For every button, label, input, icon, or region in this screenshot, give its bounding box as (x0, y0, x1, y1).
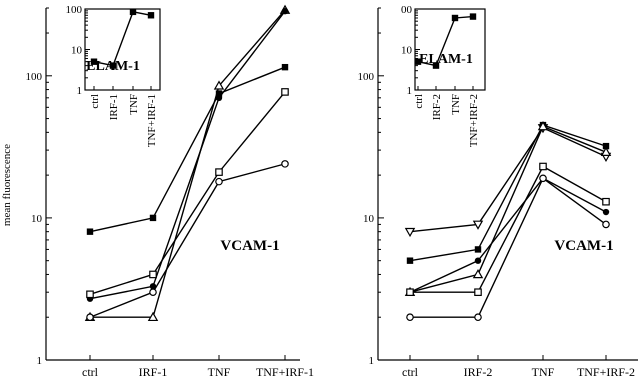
inset-frame (414, 8, 486, 91)
inset-data-point (451, 14, 459, 22)
inset-data-point (109, 62, 117, 69)
series-line-5 (410, 165, 607, 293)
series-line-1 (409, 127, 607, 233)
inset-y-tick-label: 10 (71, 45, 83, 57)
data-point (472, 220, 484, 230)
data-point (86, 313, 94, 322)
inset-annotation: ELAM-1 (419, 52, 473, 67)
data-point (600, 146, 612, 156)
data-point (215, 94, 223, 102)
y-tick-label: 10 (31, 213, 43, 225)
inset-x-tick-label: TNF (128, 94, 140, 115)
inset-y-tick-label: 10 (401, 45, 413, 57)
data-point (406, 288, 414, 297)
inset-chart: 1 10 00 ctrl IRF-2 TNF TNF+IRF-2 ELAM-1 (401, 4, 486, 147)
data-point (281, 88, 289, 96)
inset-data-point (147, 12, 155, 19)
series-line-3 (409, 125, 607, 293)
inset-x-tick-label: TNF (450, 94, 462, 115)
data-point (215, 168, 223, 176)
series-line-4 (409, 177, 607, 293)
data-point (602, 142, 610, 150)
series-line-1 (89, 66, 286, 233)
y-tick-label: 1 (369, 355, 375, 367)
inset-data-point (414, 58, 422, 65)
inset-y-tick-label: 1 (77, 85, 83, 97)
x-tick-label: TNF+IRF-2 (577, 365, 635, 379)
data-point (86, 290, 94, 299)
inset-x-tick-label: IRF-2 (431, 94, 443, 120)
inset-y-tick-label: 100 (66, 4, 83, 16)
data-point (474, 257, 482, 264)
y-tick-label: 100 (358, 71, 375, 83)
inset-x-tick-label: ctrl (89, 94, 101, 109)
inset-x-tick-label: ctrl (413, 94, 425, 109)
inset-series-line (417, 15, 474, 67)
panel-annotation: VCAM-1 (220, 238, 279, 254)
data-point (215, 90, 223, 97)
data-point (474, 313, 482, 322)
data-point (281, 63, 289, 71)
x-tick-label: ctrl (82, 365, 99, 379)
data-point (215, 177, 223, 186)
chart-panel-2: 1 10 100 ctrl IRF-2 TNF TNF+IRF-2 VCAM-1 1 10 00 ct… (358, 4, 638, 379)
data-point (474, 246, 482, 253)
data-point (213, 80, 225, 90)
data-point (149, 270, 157, 279)
inset-x-tick-label: TNF+IRF-2 (468, 94, 480, 147)
chart-panel-1: 1 10 100 ctrl IRF-1 TNF TNF+IRF-1 VCAM-1 1 10 100 c… (26, 4, 315, 379)
series-line-5 (89, 163, 286, 318)
panel-annotation: VCAM-1 (554, 238, 613, 254)
inset-data-point (129, 8, 137, 16)
x-tick-label: IRF-2 (464, 365, 493, 379)
data-point (147, 311, 159, 322)
data-point (539, 162, 547, 171)
data-point (602, 197, 610, 206)
series-line-6 (410, 177, 607, 318)
y-tick-label: 100 (26, 71, 43, 83)
x-tick-label: TNF (208, 365, 231, 379)
data-point (474, 288, 482, 297)
data-point (149, 288, 157, 297)
inset-frame (84, 8, 161, 91)
inset-annotation: ELAM-1 (86, 59, 140, 74)
inset-x-tick-label: TNF+IRF-1 (146, 94, 158, 147)
data-point (406, 257, 414, 264)
series-line-2 (409, 124, 607, 262)
inset-y-tick-label: 1 (407, 85, 413, 97)
data-point (281, 7, 289, 15)
data-point (472, 269, 484, 279)
y-axis-label: mean fluorescence (1, 144, 13, 226)
inset-y-tick-label: 00 (401, 4, 413, 16)
inset-data-point (432, 62, 440, 69)
data-point (602, 220, 610, 229)
inset-x-tick-label: IRF-1 (108, 94, 120, 120)
data-point (86, 228, 94, 235)
inset-data-point (90, 58, 98, 65)
data-point (539, 174, 547, 183)
series-line-4 (89, 91, 286, 295)
x-tick-label: ctrl (402, 365, 419, 379)
x-tick-label: TNF (532, 365, 555, 379)
data-point (404, 227, 416, 238)
data-point (149, 214, 157, 222)
data-point (602, 208, 610, 216)
data-point (406, 313, 414, 322)
x-tick-label: IRF-1 (139, 365, 168, 379)
y-tick-label: 1 (37, 355, 43, 367)
inset-data-point (469, 13, 477, 20)
data-point (281, 160, 289, 168)
series-line-2 (90, 9, 286, 318)
data-point (149, 283, 157, 290)
inset-chart: 1 10 100 ctrl IRF-1 TNF TNF+IRF-1 ELAM-1 (66, 4, 161, 147)
y-tick-label: 10 (363, 213, 375, 225)
x-tick-label: TNF+IRF-1 (256, 365, 314, 379)
inset-series-line (93, 11, 152, 67)
data-point (537, 121, 549, 131)
series-line-3 (89, 10, 286, 300)
